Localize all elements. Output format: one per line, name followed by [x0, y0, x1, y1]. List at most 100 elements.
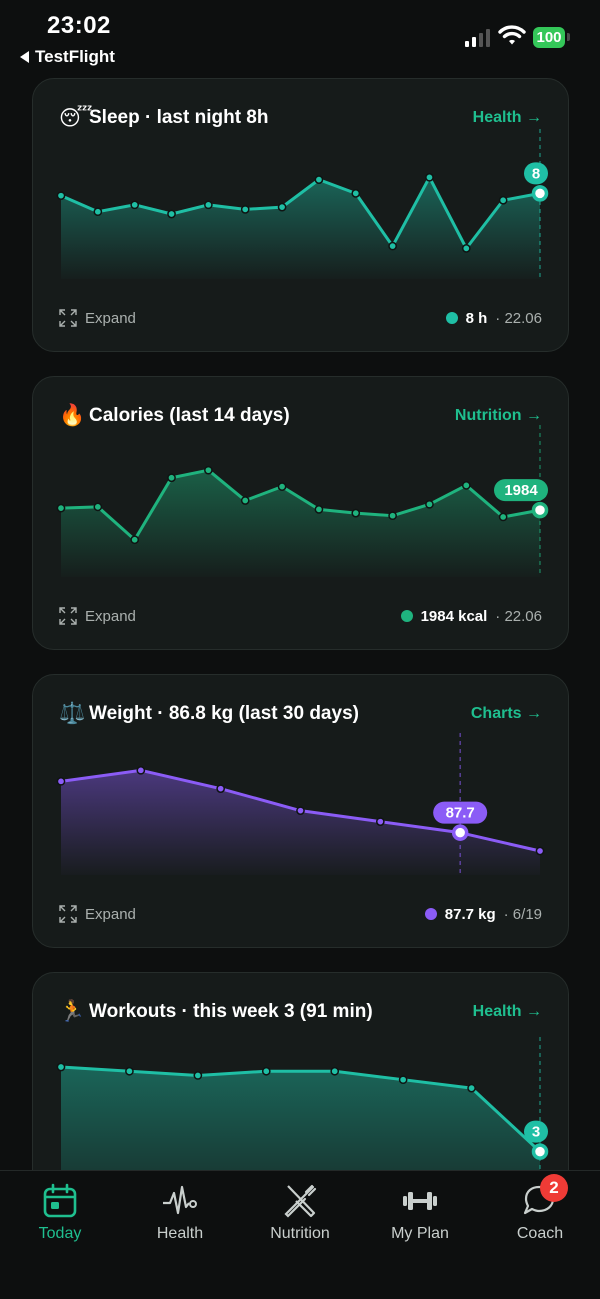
sleep-point	[93, 207, 103, 217]
tab-bar: Today Health Nutrition My Plan Coach	[0, 1170, 600, 1299]
sleep-point	[314, 175, 324, 184]
sleep-line	[60, 175, 541, 250]
calories-point	[204, 465, 213, 475]
tab-today[interactable]: Today	[0, 1183, 120, 1243]
tab-nutrition[interactable]: Nutrition	[240, 1183, 360, 1243]
expand-icon	[59, 309, 77, 327]
sleep-highlight-point	[531, 185, 549, 202]
calories-highlight-point	[531, 501, 549, 519]
weight-summary-value: 87.7 kg	[444, 905, 496, 923]
sleep-summary-date: · 22.06	[495, 309, 542, 327]
tab-label: Today	[38, 1225, 82, 1242]
calories-title: Calories (last 14 days)	[89, 405, 290, 426]
sleep-summary: 8 h · 22.06	[445, 309, 542, 327]
sleep-point	[388, 241, 397, 251]
workouts-point	[330, 1066, 340, 1076]
weight-point	[216, 784, 226, 794]
weight-summary: 87.7 kg · 6/19	[424, 905, 542, 923]
workouts-callout-pill	[524, 1120, 548, 1143]
workouts-title: Workouts · this week 3 (91 min)	[89, 1001, 373, 1022]
scale-emoji-icon: ⚖️	[59, 702, 86, 725]
fire-emoji-icon: 🔥	[59, 404, 86, 427]
calories-callout-label: 1984	[504, 482, 538, 499]
calories-summary: 1984 kcal · 22.06	[400, 608, 542, 625]
calories-point	[93, 502, 103, 512]
expand-label: Expand	[85, 607, 136, 625]
weight-callout-label: 87.7	[446, 805, 475, 822]
back-label: TestFlight	[35, 47, 115, 66]
legend-dot	[445, 312, 458, 324]
sleep-point	[240, 205, 250, 214]
tab-health[interactable]: Health	[120, 1183, 240, 1243]
calories-point	[351, 508, 361, 518]
workouts-point	[261, 1066, 271, 1076]
workouts-line	[60, 1065, 542, 1153]
sleep-area	[61, 177, 540, 279]
back-arrow-icon	[20, 51, 29, 63]
sleep-title: Sleep · last night 8h	[89, 107, 269, 128]
tab-coach[interactable]: Coach	[480, 1183, 600, 1243]
charts-link[interactable]: Charts →	[470, 705, 542, 722]
workouts-point	[56, 1062, 66, 1072]
weight-summary-date: · 6/19	[503, 905, 542, 923]
weight-chart: 87.7	[56, 733, 545, 875]
weight-point	[535, 846, 545, 856]
workouts-highlight-point	[531, 1143, 549, 1160]
expand-label: Expand	[85, 905, 136, 923]
sleep-point	[277, 202, 287, 212]
expand-button[interactable]: Expand	[59, 309, 446, 327]
sleep-point	[498, 195, 508, 205]
sleep-point	[130, 200, 140, 210]
calories-callout-pill	[494, 479, 548, 502]
expand-button[interactable]: Expand	[59, 607, 401, 625]
legend-dot	[424, 908, 437, 920]
calories-point	[130, 535, 140, 545]
heartbeat-icon	[163, 1185, 197, 1215]
sleep-point	[167, 209, 176, 219]
calories-point	[498, 512, 508, 522]
chat-icon	[523, 1185, 555, 1215]
sleep-chart: 8	[56, 129, 549, 279]
calories-area	[61, 470, 540, 577]
sleep-summary-value: 8 h	[465, 309, 488, 327]
legend-dot	[400, 610, 413, 622]
calories-point	[277, 482, 287, 491]
sleep-card[interactable]: 8 😴 Sleep · last night 8h Health → Expan…	[32, 78, 569, 352]
coach-notification-badge: 2	[540, 1174, 568, 1202]
calories-point	[240, 496, 250, 505]
weight-card[interactable]: 87.7 ⚖️ Weight · 86.8 kg (last 30 days) …	[32, 674, 569, 948]
weight-point	[56, 776, 66, 786]
calories-card[interactable]: 1984 🔥 Calories (last 14 days) Nutrition…	[32, 376, 569, 650]
sleep-callout-label: 8	[532, 165, 540, 182]
calories-point	[425, 499, 434, 509]
nutrition-link[interactable]: Nutrition →	[454, 407, 542, 424]
utensils-icon	[284, 1184, 317, 1218]
tab-my-plan[interactable]: My Plan	[360, 1183, 480, 1243]
expand-icon	[59, 607, 77, 625]
expand-button[interactable]: Expand	[59, 905, 425, 923]
sleep-emoji-icon: 😴	[59, 106, 93, 130]
battery-tip	[567, 33, 570, 41]
calories-chart: 1984	[56, 425, 549, 577]
workouts-point	[125, 1066, 134, 1076]
expand-label: Expand	[85, 309, 136, 327]
sleep-point	[461, 244, 471, 253]
weight-callout-pill	[433, 801, 488, 824]
wifi-icon	[498, 25, 526, 45]
clock: 23:02	[47, 12, 111, 39]
health-link[interactable]: Health →	[472, 109, 542, 126]
tab-label: Nutrition	[270, 1225, 330, 1242]
back-to-testflight[interactable]: TestFlight	[20, 47, 115, 67]
weight-point	[136, 765, 146, 775]
dumbbell-icon	[403, 1192, 437, 1210]
weight-title: Weight · 86.8 kg (last 30 days)	[89, 703, 359, 724]
calories-line	[60, 468, 541, 542]
calories-point	[461, 480, 471, 490]
weight-point	[375, 817, 385, 827]
cellular-signal-icon	[465, 27, 490, 47]
workouts-point	[467, 1083, 476, 1093]
weight-point	[296, 806, 305, 816]
health-link[interactable]: Health →	[472, 1003, 542, 1020]
calories-point	[167, 473, 176, 483]
sleep-point	[351, 189, 361, 198]
